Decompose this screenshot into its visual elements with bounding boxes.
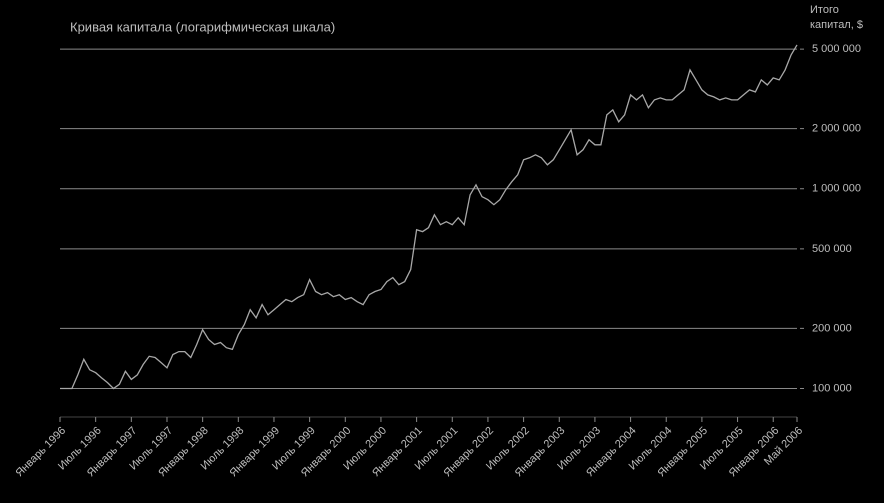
y-tick-label: 200 000 <box>812 322 852 334</box>
chart-title: Кривая капитала (логарифмическая шкала) <box>70 19 335 34</box>
y-tick-label: 2 000 000 <box>812 123 861 135</box>
y-axis-label: Итого капитал, $ <box>810 4 863 31</box>
y-tick-label: 100 000 <box>812 382 852 394</box>
equity-line <box>60 44 798 390</box>
y-tick-label: 5 000 000 <box>812 43 861 55</box>
x-tick-label: Январь 1996 <box>14 425 69 480</box>
y-tick-label: 1 000 000 <box>812 183 861 195</box>
y-tick-label: 500 000 <box>812 243 852 255</box>
